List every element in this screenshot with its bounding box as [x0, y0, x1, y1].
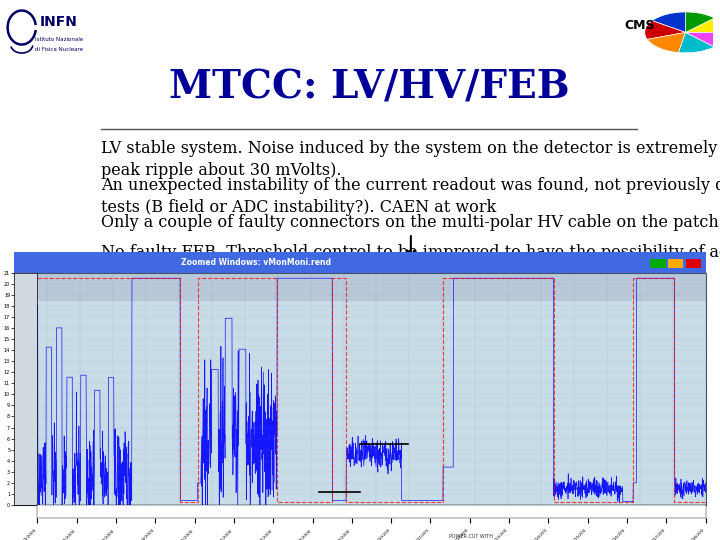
Wedge shape [685, 12, 714, 32]
Text: di Fisica Nucleare: di Fisica Nucleare [35, 47, 83, 52]
Wedge shape [678, 32, 714, 53]
Wedge shape [652, 12, 685, 32]
Wedge shape [685, 18, 720, 32]
Text: No faulty FEB. Threshold control to be improved to have the possibility of addre: No faulty FEB. Threshold control to be i… [101, 244, 720, 283]
Bar [686, 259, 701, 268]
Text: LV stable system. Noise induced by the system on the detector is extremely low (: LV stable system. Noise induced by the s… [101, 140, 720, 179]
Text: POWER CUT WITH
GAIN REMOVE: POWER CUT WITH GAIN REMOVE [449, 534, 492, 540]
Bar [14, 252, 706, 273]
Bar [14, 273, 706, 301]
Text: An unexpected instability of the current readout was found, not previously detec: An unexpected instability of the current… [101, 177, 720, 216]
Text: Zoomed Windows: vMonMoni.rend: Zoomed Windows: vMonMoni.rend [181, 258, 331, 267]
Text: INFN: INFN [40, 15, 78, 29]
Text: A. Colaleo: A. Colaleo [101, 456, 180, 470]
Bar [668, 259, 683, 268]
Bar [650, 259, 665, 268]
Text: Only a couple of faulty connectors on the multi-polar HV cable on the patch pane: Only a couple of faulty connectors on th… [101, 214, 720, 232]
Wedge shape [685, 32, 720, 47]
Wedge shape [645, 21, 685, 39]
Text: 16: 16 [617, 456, 637, 470]
Text: CMS: CMS [625, 18, 655, 32]
Text: Istituto Nazionale: Istituto Nazionale [35, 37, 84, 42]
Wedge shape [647, 32, 685, 52]
Text: MTCC: LV/HV/FEB: MTCC: LV/HV/FEB [168, 69, 570, 107]
